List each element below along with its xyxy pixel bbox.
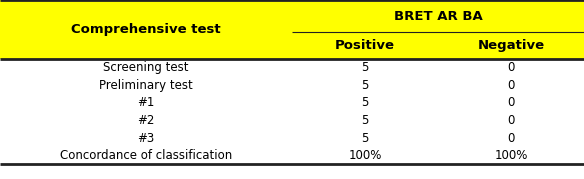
Bar (0, 94, 292, 112)
Bar (292, 77, 438, 94)
Text: 100%: 100% (494, 149, 528, 162)
Text: 5: 5 (361, 132, 369, 144)
Text: Negative: Negative (478, 39, 544, 52)
Bar (0, 147, 292, 164)
Text: Comprehensive test: Comprehensive test (71, 23, 221, 36)
Text: Preliminary test: Preliminary test (99, 79, 193, 92)
Text: #2: #2 (137, 114, 155, 127)
Text: BRET AR BA: BRET AR BA (394, 10, 482, 23)
Bar (292, 147, 438, 164)
Bar (438, 77, 584, 94)
Bar (292, 32, 438, 59)
Bar (0, 112, 292, 129)
Bar (438, 147, 584, 164)
Text: 0: 0 (507, 61, 515, 74)
Text: 5: 5 (361, 114, 369, 127)
Text: Concordance of classification: Concordance of classification (60, 149, 232, 162)
Text: 5: 5 (361, 96, 369, 109)
Bar (438, 32, 584, 59)
Bar (292, 94, 438, 112)
Bar (438, 112, 584, 129)
Bar (438, 129, 584, 147)
Text: 100%: 100% (348, 149, 382, 162)
Text: #3: #3 (137, 132, 155, 144)
Bar (292, 129, 438, 147)
Bar (0, 0, 292, 59)
Bar (0, 59, 292, 77)
Text: Screening test: Screening test (103, 61, 189, 74)
Bar (292, 59, 438, 77)
Bar (292, 112, 438, 129)
Text: 5: 5 (361, 61, 369, 74)
Bar (0, 77, 292, 94)
Bar (0, 129, 292, 147)
Text: 0: 0 (507, 114, 515, 127)
Text: 0: 0 (507, 132, 515, 144)
Bar (438, 59, 584, 77)
Text: 0: 0 (507, 96, 515, 109)
Bar (292, 0, 584, 32)
Text: 0: 0 (507, 79, 515, 92)
Text: 5: 5 (361, 79, 369, 92)
Text: #1: #1 (137, 96, 155, 109)
Bar (438, 94, 584, 112)
Text: Positive: Positive (335, 39, 395, 52)
